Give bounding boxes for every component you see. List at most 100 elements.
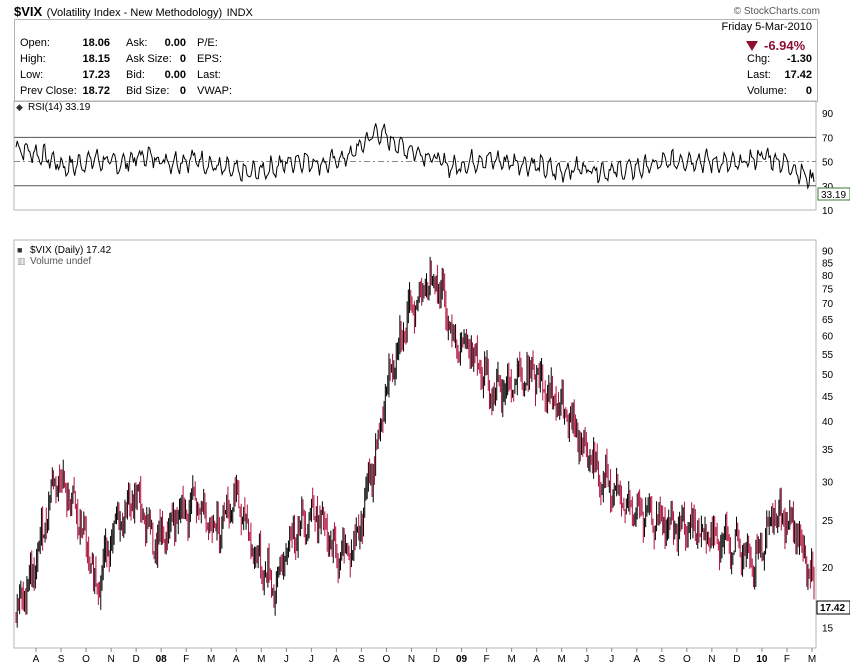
x-tick-label: S	[658, 654, 665, 665]
rsi-tick-label: 30	[822, 182, 834, 193]
rsi-label: RSI(14) 33.19	[28, 102, 91, 113]
change-badge: -6.94%	[746, 38, 805, 53]
rsi-tick-label: 90	[822, 109, 834, 120]
quote-label: Bid Size:	[126, 85, 170, 97]
quote-row: Chg: -1.30	[747, 53, 812, 69]
rsi-tick-label: 10	[822, 206, 834, 217]
quote-row: Low: 17.23	[20, 69, 110, 85]
quote-label: Low:	[20, 69, 44, 81]
quote-value: 18.15	[82, 53, 110, 65]
price-tick-label: 50	[822, 370, 834, 381]
price-mini-icon: ■	[17, 245, 22, 255]
price-tick-label: 25	[822, 516, 834, 527]
quote-label: Ask:	[126, 37, 148, 49]
x-tick-label: A	[333, 654, 340, 665]
quote-label: Ask Size:	[126, 53, 172, 65]
quote-left: Open: 18.06 High: 18.15 Low: 17.23 Prev Clo…	[20, 37, 110, 101]
x-axis: A S O N D 08 F M A M J J A S O N D 09 F M A M J J A S O N D 10 F M	[33, 648, 816, 665]
chart-title: $VIX (Volatility Index - New Methodology…	[14, 3, 253, 21]
x-tick-label: M	[257, 654, 265, 665]
rsi-y-axis: 90 70 50 30 10	[822, 109, 834, 217]
rsi-tick-label: 70	[822, 133, 834, 144]
quote-row: Volume: 0	[747, 85, 812, 101]
volume-mini-icon: ▥	[17, 256, 26, 266]
x-tick-label: A	[33, 654, 40, 665]
x-tick-label: S	[358, 654, 365, 665]
x-tick-label: O	[683, 654, 691, 665]
quote-row: Prev Close: 18.72	[20, 85, 110, 101]
rsi-series	[15, 123, 815, 190]
quote-mid2: P/E: EPS: Last: VWAP:	[197, 37, 257, 101]
quote-label: EPS:	[197, 53, 223, 65]
quote-label: Open:	[20, 37, 50, 49]
quote-row: Bid: 0.00	[126, 69, 186, 85]
price-last-value: 17.42	[820, 603, 845, 614]
x-tick-label: F	[784, 654, 790, 665]
x-tick-label: S	[58, 654, 65, 665]
rsi-last-tag: 33.19	[817, 187, 850, 201]
x-tick-label: O	[383, 654, 391, 665]
quote-row: Ask: 0.00	[126, 37, 186, 53]
x-tick-label: J	[284, 654, 289, 665]
rsi-line	[15, 123, 815, 190]
quote-label: Bid:	[126, 69, 145, 81]
x-tick-label: D	[133, 654, 140, 665]
quote-label: VWAP:	[197, 85, 233, 97]
x-tick-label: M	[558, 654, 566, 665]
quote-right: Chg: -1.30 Last: 17.42 Volume: 0	[747, 53, 812, 101]
quote-value: 18.06	[82, 37, 110, 49]
price-tick-label: 60	[822, 332, 834, 343]
x-tick-label: F	[484, 654, 490, 665]
x-tick-label: 10	[756, 654, 768, 665]
price-tick-label: 35	[822, 445, 834, 456]
rsi-panel	[13, 100, 817, 211]
price-tick-label: 30	[822, 478, 834, 489]
x-tick-label: M	[507, 654, 515, 665]
quote-value: 17.42	[784, 69, 812, 81]
rsi-last-value: 33.19	[821, 190, 846, 201]
quote-mid: Ask: 0.00 Ask Size: 0 Bid: 0.00 Bid Size: 0	[126, 37, 186, 101]
price-tick-label: 40	[822, 417, 834, 428]
price-tick-label: 90	[822, 246, 834, 257]
quote-value: 0	[805, 85, 812, 97]
price-tick-label: 15	[822, 623, 834, 634]
price-tick-label: 45	[822, 392, 834, 403]
x-tick-label: D	[433, 654, 440, 665]
x-tick-label: A	[533, 654, 540, 665]
change-pct: -6.94%	[764, 38, 806, 53]
x-tick-label: M	[207, 654, 215, 665]
quote-value: 0.00	[164, 69, 186, 81]
exchange: INDX	[226, 7, 253, 19]
x-tick-label: M	[808, 654, 816, 665]
x-tick-label: F	[183, 654, 189, 665]
symbol-description: (Volatility Index - New Methodology)	[46, 7, 223, 19]
price-tick-label: 65	[822, 315, 834, 326]
quote-label: Last:	[197, 69, 221, 81]
price-series	[15, 256, 815, 628]
quote-value: -1.30	[786, 53, 812, 65]
quote-label: High:	[20, 53, 46, 65]
quote-row: Open: 18.06	[20, 37, 110, 53]
symbol: $VIX	[14, 4, 43, 19]
price-label: $VIX (Daily) 17.42	[30, 245, 112, 256]
price-last-tag: 17.42	[816, 600, 850, 615]
price-tick-label: 80	[822, 271, 834, 282]
x-tick-label: D	[733, 654, 740, 665]
x-tick-label: J	[309, 654, 314, 665]
quote-label: Volume:	[747, 85, 787, 97]
quote-value: 0	[179, 85, 186, 97]
quote-label: Prev Close:	[20, 85, 77, 97]
quote-date: Friday 5-Mar-2010	[721, 21, 812, 33]
x-tick-label: N	[408, 654, 415, 665]
price-tick-label: 75	[822, 285, 834, 296]
quote-value: 18.72	[82, 85, 110, 97]
quote-label: P/E:	[197, 37, 218, 49]
price-tick-label: 85	[822, 258, 834, 269]
volume-label: Volume undef	[30, 256, 91, 267]
quote-value: 17.23	[82, 69, 110, 81]
price-tick-label: 70	[822, 299, 834, 310]
down-arrow-icon	[746, 40, 758, 51]
x-tick-label: J	[609, 654, 614, 665]
